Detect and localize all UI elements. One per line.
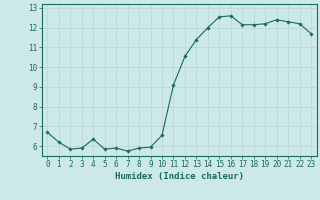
X-axis label: Humidex (Indice chaleur): Humidex (Indice chaleur): [115, 172, 244, 181]
